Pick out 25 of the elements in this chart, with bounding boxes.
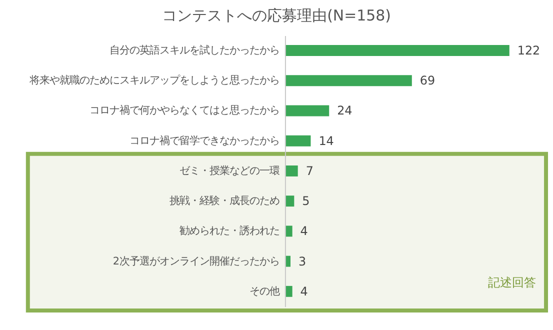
bar: [284, 135, 311, 146]
data-label: 3: [298, 254, 306, 268]
data-label: 24: [337, 104, 352, 118]
y-tick-label: 2次予選がオンライン開催だったから: [112, 255, 280, 268]
y-tick-label: コロナ禍で留学できなかったから: [129, 134, 280, 147]
data-label: 122: [517, 43, 540, 58]
data-label: 5: [302, 194, 310, 208]
band-label: 記述回答: [488, 275, 536, 290]
y-tick-label: 将来や就職のためにスキルアップをしようと思ったから: [28, 74, 280, 87]
chart-title: コンテストへの応募理由(N=158): [162, 6, 391, 25]
data-label: 69: [420, 74, 436, 88]
bar: [284, 45, 510, 56]
y-tick-label: 挑戦・経験・成長のため: [169, 195, 280, 208]
data-label: 14: [318, 134, 334, 148]
data-label: 4: [300, 224, 308, 238]
data-label: 4: [300, 284, 308, 298]
y-tick-label: 自分の英語スキルを試したかったから: [109, 44, 280, 56]
data-label: 7: [306, 164, 314, 178]
y-tick-label: 勧められた・誘われた: [179, 225, 280, 238]
y-tick-label: コロナ禍で何かやらなくてはと思ったから: [89, 104, 280, 117]
bar: [284, 165, 298, 176]
y-tick-label: ゼミ・授業などの一環: [179, 164, 280, 177]
bar: [284, 75, 412, 86]
y-tick-label: その他: [249, 285, 280, 298]
bar: [284, 105, 330, 116]
